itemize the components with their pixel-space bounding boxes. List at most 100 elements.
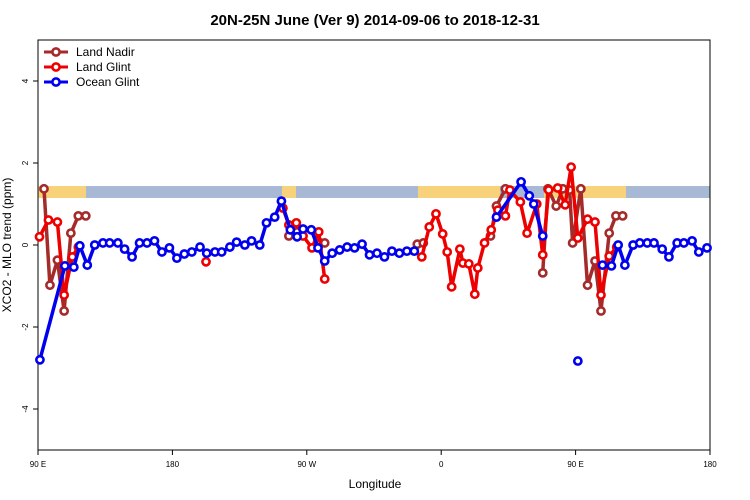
data-point <box>291 217 302 228</box>
data-point <box>454 244 465 254</box>
data-point <box>582 214 593 225</box>
data-point <box>617 210 628 221</box>
data-point <box>597 260 608 270</box>
data-point <box>313 226 324 237</box>
y-axis-label: XCO2 - MLO trend (ppm) <box>0 178 14 313</box>
series <box>34 162 622 300</box>
data-point <box>164 242 175 253</box>
data-point <box>73 210 84 221</box>
data-point <box>516 176 526 187</box>
data-point <box>171 253 182 264</box>
data-point <box>216 247 227 257</box>
x-tick-label: 180 <box>703 460 717 469</box>
data-point <box>537 231 548 241</box>
data-point <box>469 289 480 300</box>
data-point <box>590 217 600 227</box>
data-point <box>572 356 583 366</box>
data-point <box>500 210 511 221</box>
data-point <box>201 248 212 259</box>
data-point <box>157 247 167 257</box>
data-point <box>551 201 562 211</box>
data-point <box>528 199 539 209</box>
data-point <box>491 212 502 223</box>
legend-label: Land Glint <box>76 60 131 74</box>
data-point <box>604 251 615 261</box>
y-tick-label: -2 <box>21 323 30 331</box>
data-point <box>515 197 526 207</box>
data-point <box>127 251 137 262</box>
data-point <box>261 217 272 228</box>
data-point <box>39 183 49 194</box>
data-point <box>572 233 583 243</box>
data-point <box>254 240 265 250</box>
data-point <box>522 228 532 239</box>
data-point <box>416 251 427 262</box>
data-point <box>596 290 606 300</box>
data-point <box>409 246 420 257</box>
data-point <box>634 238 645 248</box>
data-point <box>472 263 483 273</box>
y-tick-label: 0 <box>21 242 30 247</box>
legend-label: Land Nadir <box>76 45 135 59</box>
data-point <box>342 242 353 252</box>
x-tick-label: 180 <box>166 460 180 469</box>
x-tick-label: 90 E <box>30 460 46 469</box>
data-point <box>524 190 535 201</box>
data-point <box>246 235 257 246</box>
x-tick-label: 0 <box>439 460 444 469</box>
data-point <box>379 251 390 262</box>
data-point <box>186 247 197 257</box>
data-point <box>224 242 235 252</box>
data-point <box>319 274 330 284</box>
data-point <box>604 228 615 239</box>
data-point <box>687 235 697 246</box>
data-point <box>394 248 405 259</box>
data-point <box>142 238 152 248</box>
data-point <box>276 196 287 207</box>
data-point <box>52 217 63 227</box>
data-point <box>334 245 345 255</box>
data-point <box>149 235 160 246</box>
data-point <box>112 238 123 248</box>
data-point <box>80 210 91 221</box>
data-point <box>201 256 211 267</box>
data-point <box>34 231 45 242</box>
data-point <box>195 242 205 252</box>
data-point <box>446 281 457 292</box>
data-point <box>657 244 668 254</box>
data-point <box>372 248 382 259</box>
data-point <box>319 256 330 266</box>
data-point <box>649 238 659 248</box>
data-point <box>463 258 474 269</box>
data-point <box>664 251 674 262</box>
data-point <box>552 183 563 193</box>
data-point <box>45 280 55 291</box>
data-point <box>313 242 323 253</box>
data-point <box>693 247 704 257</box>
data-point <box>349 242 360 253</box>
data-point <box>364 249 375 260</box>
data-point <box>134 238 145 248</box>
data-point <box>306 224 317 235</box>
data-point <box>442 247 453 257</box>
data-point <box>357 239 367 250</box>
data-point <box>678 238 689 248</box>
x-axis-label: Longitude <box>349 477 402 491</box>
data-point <box>537 249 548 260</box>
data-point <box>387 246 397 257</box>
legend-label: Ocean Glint <box>76 75 140 89</box>
data-point <box>566 162 577 172</box>
ocean-strip <box>38 186 710 198</box>
y-tick-label: -4 <box>21 405 30 413</box>
data-point <box>239 240 250 250</box>
data-point <box>269 212 280 223</box>
data-point <box>619 260 630 270</box>
data-point <box>596 306 606 316</box>
data-point <box>543 185 554 195</box>
chart-title: 20N-25N June (Ver 9) 2014-09-06 to 2018-… <box>210 12 539 29</box>
land-strip <box>418 186 500 198</box>
data-point <box>298 224 308 234</box>
data-point <box>43 215 54 225</box>
